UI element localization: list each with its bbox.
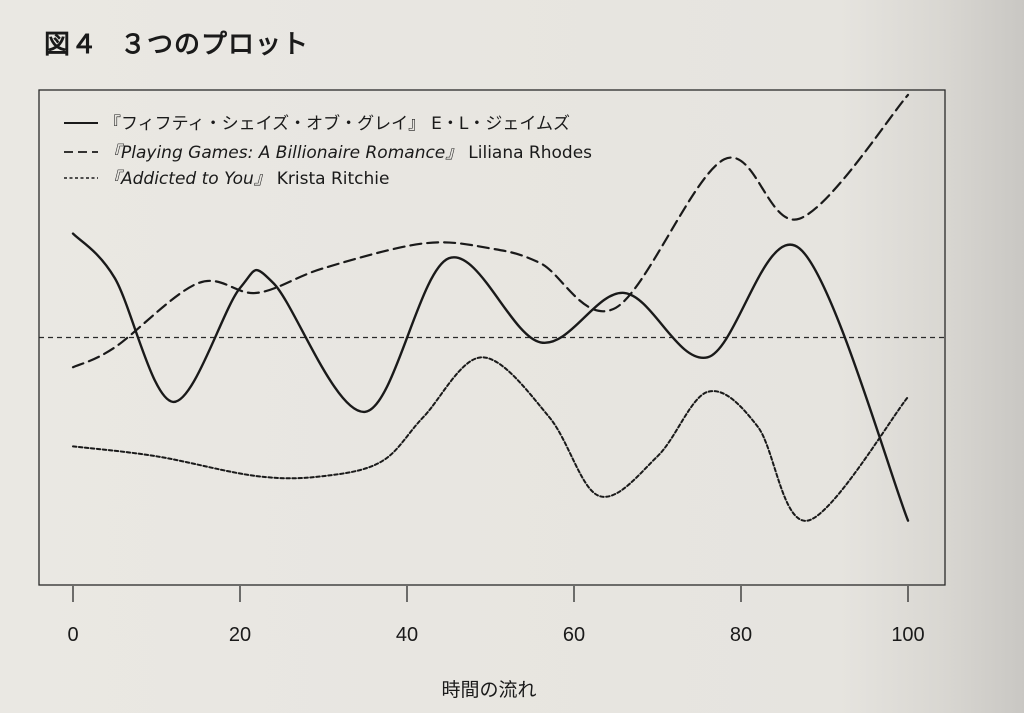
figure-title: 図４ ３つのプロット (44, 24, 309, 61)
figure-number: 図４ (44, 30, 99, 60)
legend-author-1: E・L・ジェイムズ (431, 114, 570, 134)
x-axis-label: 時間の流れ (441, 679, 536, 701)
legend-entry-1: 『フィフティ・シェイズ・オブ・グレイ』 E・L・ジェイムズ (104, 113, 570, 134)
series-line-3 (72, 356, 909, 522)
legend-entry-2: 『Playing Games: A Billionaire Romance』 Li… (104, 143, 592, 163)
figure-title-text: ３つのプロット (120, 30, 310, 60)
legend-title-3: 『Addicted to You』 (104, 169, 271, 189)
series-line-2 (71, 93, 910, 369)
legend-author-2: Liliana Rhodes (468, 143, 592, 163)
legend-entry-3: 『Addicted to You』 Krista Ritchie (104, 169, 389, 189)
x-tick-label-80: 80 (730, 624, 752, 646)
legend-author-3: Krista Ritchie (277, 169, 390, 189)
series-line-1 (71, 232, 910, 522)
x-tick-label-100: 100 (891, 624, 924, 646)
x-axis: 0 20 40 60 80 100 (67, 586, 925, 646)
x-tick-label-40: 40 (396, 624, 418, 646)
x-tick-label-60: 60 (563, 624, 585, 646)
legend-title-1: 『フィフティ・シェイズ・オブ・グレイ』 (104, 113, 425, 134)
x-tick-label-0: 0 (67, 624, 78, 646)
legend: 『フィフティ・シェイズ・オブ・グレイ』 E・L・ジェイムズ『Playing Gam… (64, 113, 592, 189)
legend-title-2: 『Playing Games: A Billionaire Romance』 (104, 143, 462, 163)
x-tick-label-20: 20 (229, 624, 251, 646)
